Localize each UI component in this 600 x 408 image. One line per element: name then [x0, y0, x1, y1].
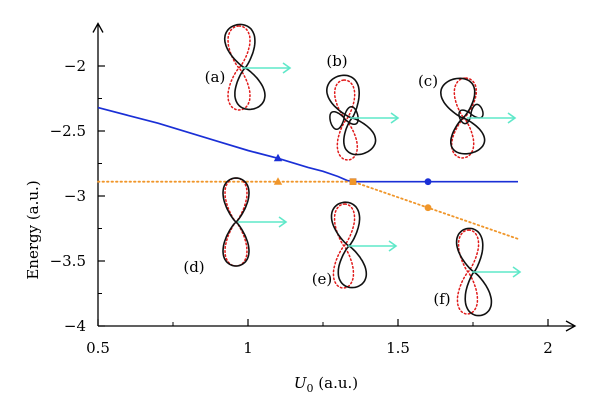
- y-tick-label: −3: [64, 187, 86, 205]
- marker-layer: [273, 153, 432, 212]
- inset-arrow-head: [388, 240, 398, 252]
- x-tick-label: 2: [543, 339, 553, 357]
- inset-b: (b): [325, 52, 400, 161]
- circle-marker: [424, 178, 432, 186]
- inset-label: (d): [183, 258, 204, 276]
- inset-solid-pattern: [222, 177, 250, 267]
- inset-arrow-head: [390, 112, 400, 124]
- y-axis-label: Energy (a.u.): [24, 180, 42, 279]
- inset-e: (e): [312, 201, 398, 289]
- triangle-marker: [273, 177, 283, 185]
- square-marker: [349, 178, 357, 185]
- inset-solid-pattern: [330, 201, 368, 289]
- x-axis-label-symbol: U: [294, 374, 308, 392]
- inset-label: (e): [312, 270, 333, 288]
- inset-dotted-pattern: [332, 203, 356, 289]
- inset-a: (a): [205, 23, 292, 111]
- y-tick-label: −2: [64, 57, 86, 75]
- y-tick-label: −2.5: [50, 122, 86, 140]
- y-tick-label: −4: [64, 317, 86, 335]
- circle-marker: [424, 204, 432, 212]
- inset-side-lobe: [329, 106, 359, 130]
- series-layer: [97, 106, 519, 240]
- x-tick-label: 1.5: [386, 339, 410, 357]
- inset-f: (f): [433, 227, 522, 317]
- inset-label: (c): [418, 72, 438, 90]
- inset-solid-pattern: [455, 227, 493, 317]
- y-tick-label: −3.5: [50, 252, 86, 270]
- inset-d: (d): [183, 177, 288, 276]
- inset-arrow-head: [278, 216, 288, 228]
- inset-arrow-head: [512, 266, 522, 278]
- inset-dotted-pattern: [227, 25, 251, 111]
- inset-label: (b): [326, 52, 347, 70]
- x-tick-label: 0.5: [86, 339, 110, 357]
- x-axis-label: U0 (a.u.): [294, 374, 358, 395]
- inset-solid-pattern: [223, 23, 266, 111]
- inset-dotted-pattern: [333, 79, 359, 161]
- inset-arrow-head: [507, 112, 517, 124]
- axes: 0.5 1 1.5 2 −4 −3.5 −3 −2.5 −2: [50, 22, 577, 357]
- inset-c: (c): [418, 72, 517, 159]
- inset-label: (a): [205, 68, 226, 86]
- inset-solid-pattern: [439, 77, 486, 155]
- inset-dotted-pattern: [450, 77, 478, 159]
- triangle-marker: [273, 153, 283, 162]
- inset-layer: (a) (b) (c) (d) (e) (f): [183, 23, 522, 317]
- x-axis-label-subscript: 0: [307, 382, 314, 395]
- inset-arrow-head: [282, 62, 292, 74]
- blue-solid-curve: [97, 106, 518, 183]
- inset-solid-pattern: [325, 74, 377, 156]
- x-axis-label-unit: (a.u.): [314, 374, 359, 392]
- y-axis-arrow: [92, 22, 104, 33]
- x-tick-label: 1: [243, 339, 253, 357]
- x-axis-arrow: [565, 320, 577, 332]
- inset-label: (f): [433, 290, 450, 308]
- orange-dotted-curve: [97, 180, 519, 240]
